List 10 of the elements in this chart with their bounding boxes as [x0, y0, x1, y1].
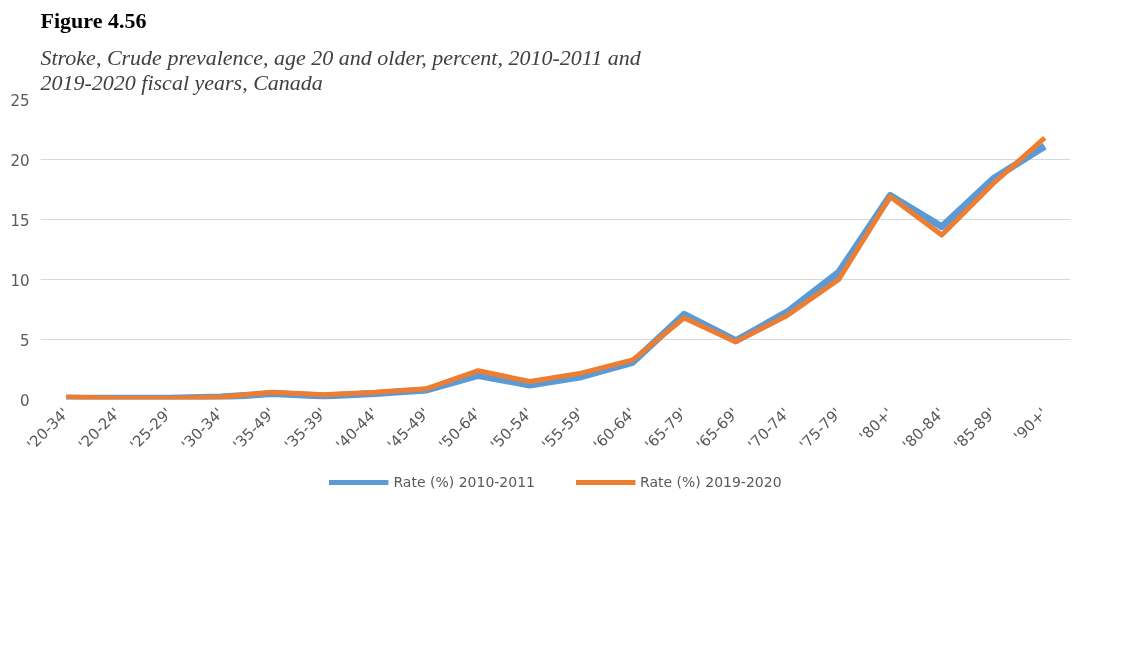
y-tick-label: 10 [10, 271, 30, 290]
legend-label: Rate (%) 2010-2011 [393, 474, 535, 490]
y-tick-label: 0 [19, 391, 30, 410]
chart-subtitle: Stroke, Crude prevalence, age 20 and older, percent, 2010-2011 and 2019-2020 fiscal years, Canada [40, 44, 642, 95]
y-tick-label: 5 [19, 331, 30, 350]
y-tick-label: 20 [10, 151, 30, 170]
y-tick-label: 25 [10, 91, 30, 110]
y-tick-label: 15 [10, 211, 30, 230]
chart-title: Figure 4.56 [40, 7, 147, 33]
legend-label: Rate (%) 2019-2020 [640, 474, 782, 490]
